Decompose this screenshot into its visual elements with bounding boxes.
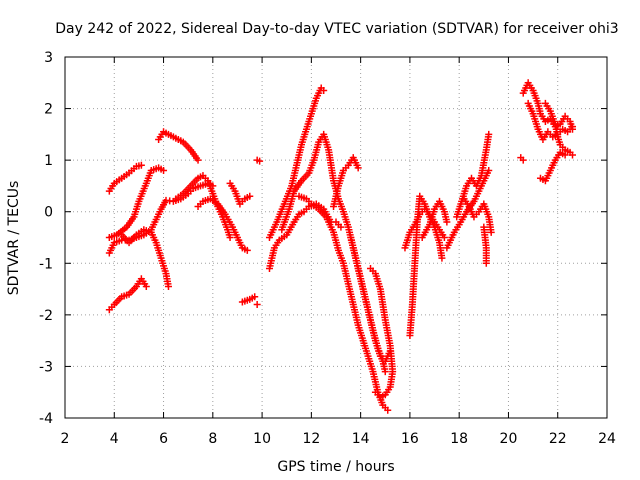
series-arc-2 [105,164,168,241]
data-point [142,282,150,290]
data-point [381,368,389,376]
x-tick-label: 24 [598,431,616,447]
series-arc-17 [330,154,362,211]
data-point [253,301,261,309]
data-point [384,406,392,414]
series-arc-31 [536,148,569,185]
chart-title: Day 242 of 2022, Sidereal Day-to-day VTE… [55,21,618,37]
series-arc-16 [295,192,392,414]
y-axis-label: SDTVAR / TECUs [6,181,22,296]
x-tick-label: 12 [302,431,320,447]
data-point [485,130,493,138]
x-tick-label: 2 [61,431,70,447]
y-tick-label: 1 [44,153,53,169]
data-point [438,254,446,262]
data-point [371,388,379,396]
x-tick-label: 22 [549,431,567,447]
series-arc-10 [238,293,259,306]
y-tick-label: 0 [44,205,53,221]
x-tick-label: 14 [352,431,370,447]
y-tick-label: 2 [44,102,53,118]
series-arc-6 [155,128,202,164]
series-arc-19 [366,264,397,401]
y-tick-label: 3 [44,50,53,66]
axis-ticks [64,56,608,419]
data-point [487,228,495,236]
data-point [482,259,490,267]
data-point [337,223,345,231]
series-arc-26 [480,223,490,267]
data-point [354,164,362,172]
x-tick-label: 18 [450,431,468,447]
data-point [243,246,251,254]
y-tick-label: -1 [39,256,53,272]
x-axis-label: GPS time / hours [277,459,394,475]
plot-frame [64,56,608,419]
grid [65,57,607,418]
data-point [320,87,328,95]
series-arc-27 [517,154,527,164]
data-point [137,161,145,169]
data-point [246,192,254,200]
data-marks [105,79,577,414]
series-arc-9 [226,179,254,208]
series-arc-1 [105,161,145,195]
series-arc-8 [194,195,251,254]
series-arc-25 [460,195,495,236]
y-axis-tick-labels: -4 -3 -2 -1 0 1 2 3 [39,50,53,427]
series-arc-3 [105,179,217,257]
data-point [440,234,448,241]
x-tick-label: 20 [500,431,518,447]
data-point [485,166,493,174]
y-tick-label: -2 [39,308,53,324]
series-arc-18 [347,234,394,365]
x-tick-label: 8 [208,431,217,447]
data-point [519,156,527,164]
series-arc-11 [253,156,264,165]
data-point [251,293,259,301]
data-point [443,218,451,226]
x-tick-label: 10 [253,431,271,447]
x-axis-tick-labels: 2 4 6 8 10 12 14 16 18 20 22 24 [61,431,616,447]
series-arc-29 [524,99,577,144]
series-arc-5 [118,226,172,290]
series-arc-12 [253,301,261,309]
data-point [569,123,577,131]
data-point [569,151,577,159]
series-arc-22 [418,197,451,241]
data-point [226,234,234,241]
data-point [160,166,168,174]
x-tick-label: 4 [110,431,119,447]
x-tick-label: 6 [159,431,168,447]
series-arc-21 [406,192,446,339]
y-tick-label: -3 [39,359,53,375]
x-tick-label: 16 [401,431,419,447]
data-point [561,151,569,159]
y-tick-label: -4 [39,411,53,427]
series-arc-4 [105,275,150,314]
data-point [256,157,264,165]
data-point [194,156,202,164]
data-point [164,282,172,290]
